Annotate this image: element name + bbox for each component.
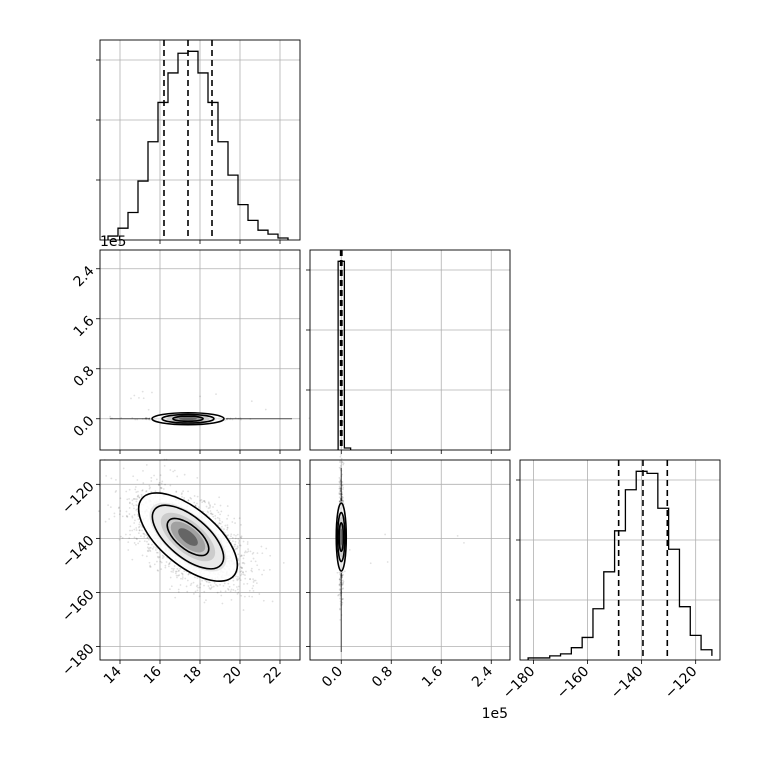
panel-hist-3-bin-10 xyxy=(636,471,647,660)
panel-hist-3-xtick-label-2: −140 xyxy=(608,664,647,703)
panel-2d-1-3-contour-line-1 xyxy=(151,504,225,570)
panel-hist-2-hist-step xyxy=(337,260,352,450)
panel-hist-3-bin-5 xyxy=(582,637,593,660)
panel-2d-1-3-xtick-label-0: 14 xyxy=(101,663,125,687)
panel-2d-2-3-contour-line-0 xyxy=(335,502,348,572)
panel-hist-3-bin-6 xyxy=(593,609,604,660)
panel-2d-2-3-contour-line-2 xyxy=(338,521,345,553)
panel-hist-3-xtick-label-1: −160 xyxy=(554,664,593,703)
panel-2d-2-3-xtick-label-0: 0.0 xyxy=(319,664,346,691)
panel-2d-1-3-frame xyxy=(99,459,301,661)
panel-hist-1-bin-9 xyxy=(198,73,208,240)
panel-2d-1-3-xtick-label-2: 18 xyxy=(181,664,205,688)
panel-2d-1-3-density-4 xyxy=(178,528,198,546)
panel-2d-1-2-ytick-label-2: 1.6 xyxy=(71,313,98,340)
panel-hist-3-bin-13 xyxy=(669,549,680,660)
panel-2d-1-3-ytick-label-2: −160 xyxy=(59,587,98,626)
panel-2d-2-3-contour-line-1 xyxy=(336,511,346,563)
panel-hist-3-bin-4 xyxy=(571,648,582,660)
panel-hist-3-bin-8 xyxy=(615,531,626,660)
panel-hist-2-frame xyxy=(309,249,511,451)
panel-2d-1-3-ytick-label-3: −180 xyxy=(59,641,98,680)
panel-2d-2-3-x-scale-label: 1e5 xyxy=(482,706,508,722)
panel-hist-1-hist-step xyxy=(107,50,289,240)
panel-2d-1-2-contour-line-0 xyxy=(151,411,225,426)
panel-hist-1-bin-8 xyxy=(188,51,198,240)
panel-hist-1-bin-3 xyxy=(138,181,148,240)
panel-2d-1-2-contour-line-1 xyxy=(161,413,215,424)
panel-hist-3-bin-2 xyxy=(550,656,561,660)
panel-2d-1-3-ytick-label-0: −120 xyxy=(59,479,98,518)
panel-hist-3-bin-9 xyxy=(625,490,636,660)
panel-hist-1-bin-15 xyxy=(258,230,268,240)
panel-hist-1-bin-4 xyxy=(148,142,158,240)
panel-2d-1-2-y-scale-label: 1e5 xyxy=(100,234,126,250)
panel-2d-1-2-ytick-label-1: 0.8 xyxy=(71,363,98,390)
panel-2d-2-3-scatter-points xyxy=(336,420,465,621)
panel-hist-3-bin-3 xyxy=(561,654,572,660)
panel-2d-1-3-ytick-label-1: −140 xyxy=(59,533,98,572)
panel-hist-1-bin-6 xyxy=(168,73,178,240)
panel-hist-3-bin-11 xyxy=(647,473,658,660)
panel-hist-1-bin-2 xyxy=(128,212,138,240)
panel-hist-1-bin-10 xyxy=(208,102,218,240)
panel-hist-3-xtick-label-3: −120 xyxy=(662,664,701,703)
panel-hist-3-bin-14 xyxy=(679,607,690,660)
panel-2d-1-2-ytick-label-0: 0.0 xyxy=(71,413,98,440)
panel-hist-3-bin-7 xyxy=(604,572,615,660)
panel-hist-1-bin-12 xyxy=(228,175,238,240)
panel-2d-2-3-density-4 xyxy=(340,528,343,546)
panel-hist-1-bin-11 xyxy=(218,142,228,240)
panel-2d-1-2-ytick-label-3: 2.4 xyxy=(71,263,98,290)
panel-hist-1-bin-16 xyxy=(268,234,278,240)
panel-2d-2-3-xtick-label-3: 2.4 xyxy=(469,663,496,690)
panel-2d-1-3-xtick-label-4: 22 xyxy=(261,664,285,688)
panel-hist-3-bin-16 xyxy=(701,650,712,660)
panel-2d-1-2-density-4 xyxy=(179,417,197,421)
panel-2d-1-3-contours xyxy=(137,492,239,582)
panel-hist-1-bin-14 xyxy=(248,220,258,240)
panel-2d-1-3-xtick-label-1: 16 xyxy=(141,663,165,687)
panel-hist-1-bin-13 xyxy=(238,205,248,240)
panel-2d-2-3-xtick-label-1: 0.8 xyxy=(369,664,396,691)
panel-2d-1-2-contour-line-2 xyxy=(172,415,204,423)
panel-2d-2-3-frame xyxy=(309,459,511,661)
panel-hist-3-bin-15 xyxy=(690,635,701,660)
panel-hist-3-xtick-label-0: −180 xyxy=(500,664,539,703)
panel-2d-1-3-xtick-label-3: 20 xyxy=(221,664,245,688)
panel-hist-1-bin-5 xyxy=(158,102,168,240)
panel-2d-1-2-frame xyxy=(99,249,301,451)
panel-hist-1-bin-7 xyxy=(178,53,188,240)
panel-2d-1-2-contours xyxy=(150,411,226,426)
panel-hist-3-hist-step xyxy=(527,470,713,660)
panel-2d-1-3-contour-line-0 xyxy=(137,492,239,582)
panel-2d-2-3-xtick-label-2: 1.6 xyxy=(419,663,446,690)
panel-hist-3-frame xyxy=(519,459,721,661)
panel-hist-1-frame xyxy=(99,39,301,241)
panel-2d-2-3-contours xyxy=(335,501,348,573)
panel-2d-1-3-contour-line-2 xyxy=(166,517,210,557)
